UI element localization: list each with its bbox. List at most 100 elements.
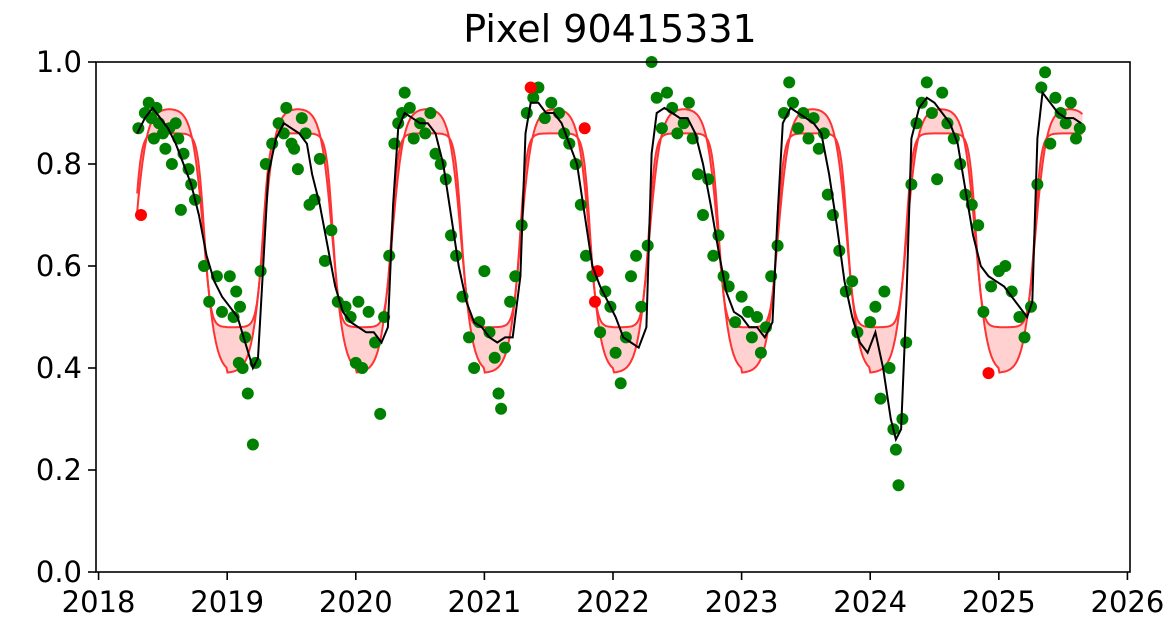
observed-point <box>574 198 587 211</box>
observed-point <box>313 152 326 165</box>
observed-point <box>569 158 582 170</box>
observed-point <box>977 305 990 318</box>
x-tick-label: 2024 <box>833 585 907 619</box>
y-tick-label: 0.8 <box>36 147 82 181</box>
observed-point <box>655 122 668 135</box>
observed-point <box>280 101 293 114</box>
observed-point <box>254 265 267 278</box>
observed-point <box>295 112 308 125</box>
observed-point <box>165 158 178 170</box>
envelope-inner-line <box>136 132 1083 329</box>
y-tick-label: 0.6 <box>36 249 82 283</box>
envelope-outer-line <box>136 108 1084 374</box>
observed-point <box>697 209 709 221</box>
observed-points-layer <box>132 56 1086 492</box>
observed-point <box>931 173 944 186</box>
observed-point <box>223 270 236 283</box>
observed-point <box>1018 331 1031 344</box>
observed-point <box>378 311 391 323</box>
observed-point <box>478 265 491 278</box>
observed-point <box>1005 285 1018 298</box>
observed-point <box>735 290 748 303</box>
outlier-point <box>524 81 537 94</box>
smoothed-series-line <box>136 90 1082 443</box>
observed-point <box>594 326 607 339</box>
observed-point <box>352 295 365 308</box>
observed-point <box>499 341 511 354</box>
observed-point <box>1035 81 1048 94</box>
observed-point <box>614 377 627 390</box>
observed-point <box>246 438 259 451</box>
observed-point <box>878 285 891 298</box>
observed-point <box>1070 132 1082 145</box>
observed-point <box>625 270 637 283</box>
axes-frame <box>95 61 1131 573</box>
observed-point <box>259 158 272 170</box>
observed-point <box>745 331 758 344</box>
observed-point <box>671 127 684 140</box>
x-tick-label: 2026 <box>1091 585 1165 619</box>
observed-point <box>325 224 338 237</box>
observed-point <box>1059 117 1072 130</box>
observed-point <box>925 107 938 119</box>
observed-point <box>641 239 654 252</box>
observed-point <box>318 254 331 267</box>
observed-point <box>159 142 172 155</box>
observed-point <box>783 76 796 89</box>
chart-title: Pixel 90415331 <box>463 7 756 51</box>
observed-point <box>900 336 913 349</box>
observed-point <box>419 127 432 140</box>
x-tick-label: 2020 <box>319 585 393 619</box>
observed-point <box>545 96 558 109</box>
observed-point <box>236 362 249 374</box>
outlier-point <box>135 209 147 221</box>
observed-point <box>403 101 416 114</box>
observed-point <box>216 305 228 318</box>
envelope-band-layer <box>137 109 1083 373</box>
observed-point <box>702 173 715 186</box>
observed-point <box>846 275 859 288</box>
observed-point <box>677 117 690 130</box>
observed-point <box>227 311 240 323</box>
observed-point <box>1073 122 1086 135</box>
observed-point <box>174 203 187 216</box>
observed-point <box>527 91 540 104</box>
observed-point <box>169 117 182 130</box>
observed-point <box>234 300 246 313</box>
observed-point <box>802 132 815 145</box>
observed-point <box>495 402 508 415</box>
observed-point <box>792 122 805 135</box>
observed-point <box>356 362 369 374</box>
observed-point <box>972 219 985 232</box>
observed-point <box>650 91 663 104</box>
observed-point <box>985 280 998 293</box>
observed-point <box>362 305 375 318</box>
observed-point <box>492 387 505 400</box>
observed-point <box>1064 96 1077 109</box>
observed-point <box>707 249 720 262</box>
observed-point <box>630 249 643 262</box>
observed-point <box>599 285 612 298</box>
y-axis: 0.0 0.2 0.4 0.6 0.8 1.0 <box>36 45 96 589</box>
observed-point <box>817 127 830 140</box>
observed-point <box>383 249 396 262</box>
y-tick-label: 0.4 <box>36 351 82 385</box>
observed-point <box>429 147 442 160</box>
observed-point <box>538 112 551 125</box>
observed-point <box>241 387 254 400</box>
observed-point <box>889 443 902 456</box>
observed-point <box>936 86 949 99</box>
x-tick-label: 2019 <box>190 585 264 619</box>
observed-point <box>1013 311 1026 323</box>
observed-point <box>488 351 501 364</box>
observed-point <box>751 311 763 323</box>
outlier-point <box>589 295 601 308</box>
x-tick-label: 2022 <box>576 585 650 619</box>
observed-point <box>771 239 784 252</box>
observed-point <box>434 158 447 170</box>
observed-point <box>691 168 704 181</box>
y-tick-label: 0.2 <box>36 453 82 487</box>
observed-point <box>742 305 754 318</box>
outlier-point <box>578 122 591 135</box>
observed-point <box>388 137 401 150</box>
